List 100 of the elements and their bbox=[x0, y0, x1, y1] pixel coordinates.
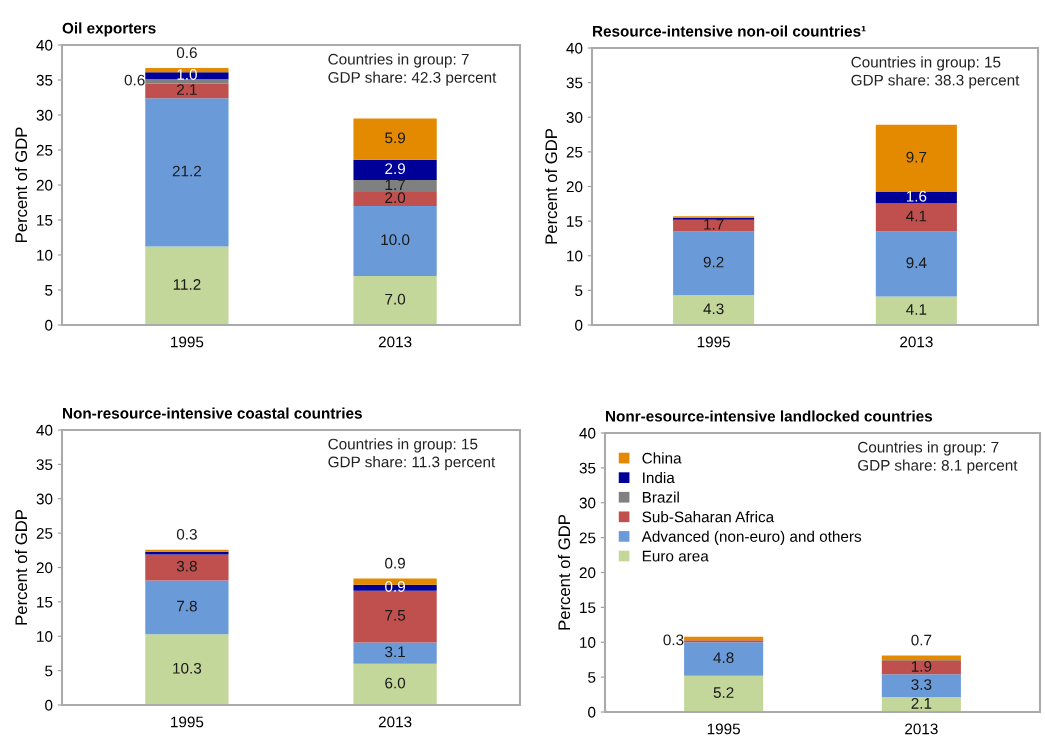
y-tick-label: 10 bbox=[580, 637, 596, 648]
data-label: 6.0 bbox=[385, 677, 406, 689]
data-label: 5.9 bbox=[385, 132, 405, 144]
chart-title: Non-resource-intensive coastal countries bbox=[63, 407, 362, 419]
bar bbox=[673, 219, 755, 232]
y-tick-label: 40 bbox=[566, 42, 583, 54]
data-label: 2.1 bbox=[911, 697, 932, 709]
legend-label: Sub-Saharan Africa bbox=[642, 511, 775, 523]
y-tick-label: 30 bbox=[36, 109, 53, 121]
y-tick-label: 35 bbox=[579, 462, 596, 474]
data-label: 1.6 bbox=[906, 190, 927, 202]
bar bbox=[145, 79, 229, 84]
data-label: 7.0 bbox=[385, 293, 406, 305]
bar bbox=[145, 580, 229, 635]
y-tick-label: 25 bbox=[36, 144, 53, 156]
data-label: 21.2 bbox=[172, 165, 202, 177]
y-axis-title: Percent of GDP bbox=[14, 127, 28, 242]
bar bbox=[353, 118, 437, 160]
bar bbox=[881, 661, 961, 675]
chart-title: Oil exporters bbox=[62, 22, 156, 37]
data-label: 10.3 bbox=[173, 662, 202, 674]
bar bbox=[353, 206, 437, 276]
annotation: Countries in group: 7 bbox=[328, 53, 469, 68]
legend-label: Advanced (non-euro) and others bbox=[641, 530, 862, 545]
data-label: 4.1 bbox=[906, 210, 927, 222]
data-label: 0.3 bbox=[176, 528, 197, 540]
data-label: 4.3 bbox=[703, 303, 724, 315]
bar bbox=[145, 98, 229, 247]
data-label: 11.2 bbox=[173, 279, 201, 290]
bar bbox=[353, 180, 437, 192]
y-tick-label: 0 bbox=[45, 319, 53, 331]
data-label: 7.5 bbox=[385, 610, 406, 621]
chart-title: Nonr-esource-intensive landlocked countries bbox=[606, 410, 933, 422]
y-tick-label: 10 bbox=[567, 250, 583, 262]
data-label: 3.3 bbox=[911, 679, 932, 690]
y-tick-label: 15 bbox=[567, 216, 583, 227]
data-label: 1.9 bbox=[911, 660, 932, 672]
data-label: 4.1 bbox=[906, 304, 927, 315]
bar bbox=[145, 634, 229, 705]
x-tick-label: 2013 bbox=[378, 336, 412, 348]
legend-label: Euro area bbox=[642, 550, 709, 562]
y-axis-title: Percent of GDP bbox=[557, 515, 571, 630]
data-label: 0.6 bbox=[176, 47, 197, 59]
y-tick-label: 20 bbox=[36, 179, 53, 191]
legend-label: India bbox=[643, 471, 675, 484]
y-tick-label: 40 bbox=[36, 424, 53, 436]
bar bbox=[353, 192, 437, 206]
bar bbox=[673, 295, 755, 325]
y-tick-label: 30 bbox=[579, 497, 596, 509]
data-label: 9.4 bbox=[906, 257, 927, 269]
annotation: Countries in group: 15 bbox=[328, 438, 478, 453]
bar bbox=[353, 590, 437, 643]
bar bbox=[145, 246, 229, 325]
bar bbox=[673, 231, 755, 296]
bar bbox=[145, 83, 229, 99]
annotation: GDP share: 42.3 percent bbox=[328, 71, 497, 86]
y-tick-label: 30 bbox=[36, 493, 53, 505]
bar bbox=[875, 203, 957, 232]
y-tick-label: 15 bbox=[37, 215, 53, 226]
y-tick-label: 15 bbox=[37, 596, 53, 608]
data-label: 5.2 bbox=[713, 687, 734, 698]
y-axis-title: Percent of GDP bbox=[14, 510, 28, 625]
bar bbox=[881, 674, 961, 698]
bar bbox=[353, 276, 437, 325]
y-tick-label: 15 bbox=[580, 602, 596, 614]
bar bbox=[684, 642, 764, 676]
data-label: 4.8 bbox=[713, 652, 734, 664]
bar bbox=[684, 675, 764, 712]
data-label: 1.0 bbox=[177, 69, 197, 80]
y-tick-label: 10 bbox=[37, 631, 53, 642]
x-tick-label: 2013 bbox=[378, 716, 412, 728]
y-tick-label: 5 bbox=[45, 665, 53, 677]
y-tick-label: 20 bbox=[36, 562, 53, 574]
y-axis-title: Percent of GDP bbox=[544, 129, 558, 244]
x-tick-label: 2013 bbox=[905, 723, 938, 735]
data-label: 0.7 bbox=[911, 634, 932, 646]
y-tick-label: 40 bbox=[579, 427, 596, 439]
annotation: GDP share: 8.1 percent bbox=[858, 459, 1018, 474]
data-label: 10.0 bbox=[381, 234, 410, 246]
y-tick-label: 40 bbox=[36, 39, 53, 51]
chart-title: Resource-intensive non-oil countries¹ bbox=[593, 25, 866, 37]
y-tick-label: 25 bbox=[566, 146, 583, 158]
y-tick-label: 35 bbox=[36, 74, 53, 86]
x-tick-label: 1995 bbox=[171, 716, 204, 728]
bar bbox=[881, 697, 961, 712]
y-tick-label: 5 bbox=[575, 285, 583, 297]
x-tick-label: 1995 bbox=[697, 336, 730, 348]
y-tick-label: 20 bbox=[579, 567, 596, 579]
y-tick-label: 30 bbox=[566, 112, 583, 123]
y-tick-label: 5 bbox=[588, 672, 596, 683]
data-label: 3.8 bbox=[176, 560, 197, 572]
bar bbox=[875, 231, 957, 297]
data-label: 0.3 bbox=[663, 634, 684, 646]
legend-label: Brazil bbox=[642, 491, 679, 503]
data-label: 7.8 bbox=[177, 600, 197, 612]
annotation: Countries in group: 7 bbox=[858, 441, 999, 456]
bar bbox=[875, 192, 957, 204]
y-tick-label: 0 bbox=[588, 706, 596, 718]
y-tick-label: 25 bbox=[36, 527, 53, 539]
legend-label: China bbox=[642, 452, 682, 464]
